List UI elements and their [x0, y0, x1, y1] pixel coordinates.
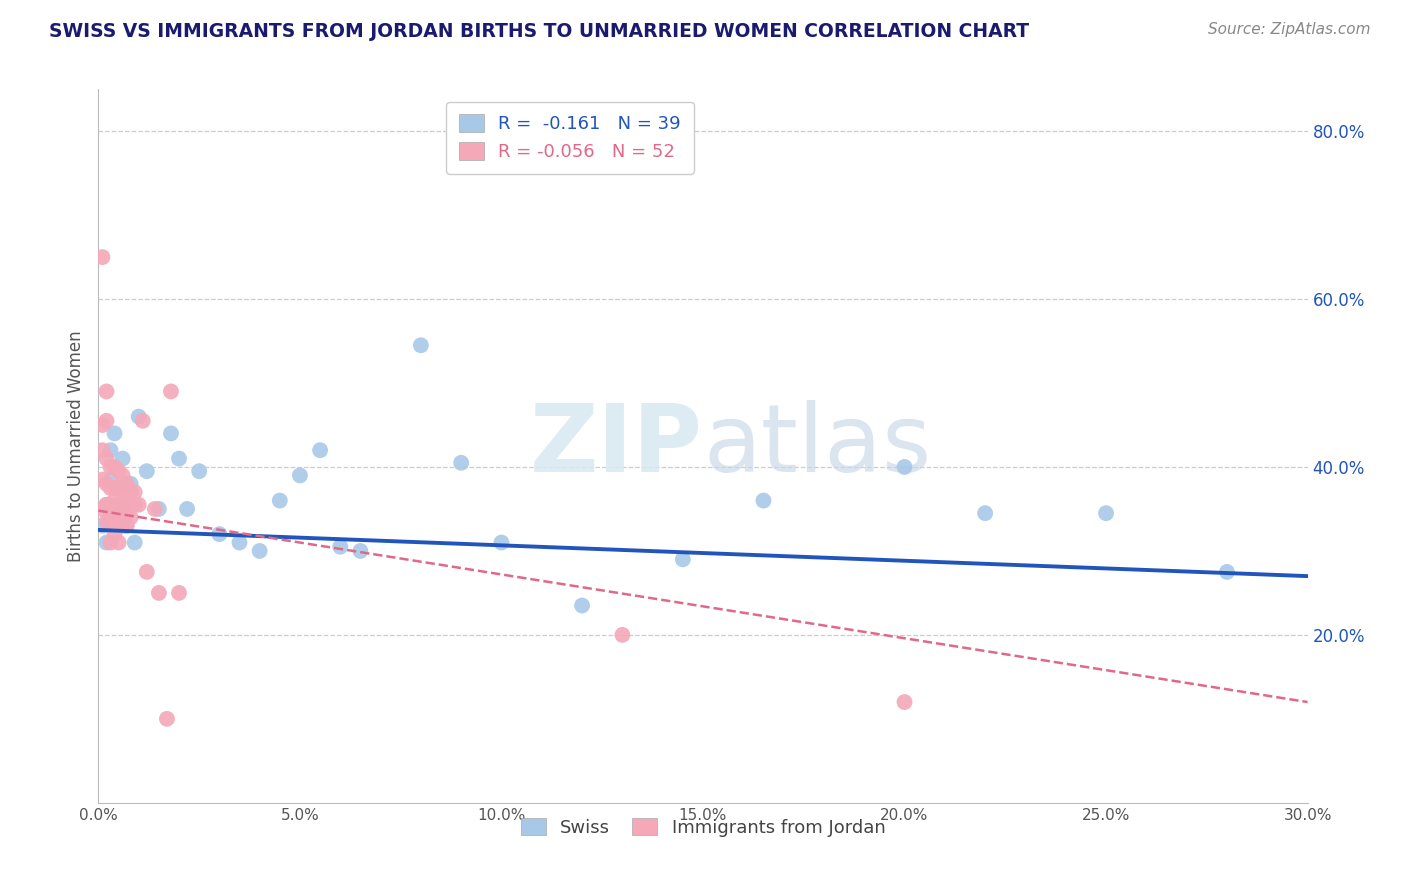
Point [96, 451, 118, 466]
Text: SWISS VS IMMIGRANTS FROM JORDAN BIRTHS TO UNMARRIED WOMEN CORRELATION CHART: SWISS VS IMMIGRANTS FROM JORDAN BIRTHS T… [49, 22, 1029, 41]
Point [103, 506, 125, 520]
Point [288, 468, 311, 483]
Point [91, 473, 114, 487]
Point [409, 338, 432, 352]
Point [111, 498, 134, 512]
Point [176, 502, 198, 516]
Point [128, 498, 150, 512]
Point [96, 515, 118, 529]
Text: ZIP: ZIP [530, 400, 703, 492]
Text: Source: ZipAtlas.com: Source: ZipAtlas.com [1208, 22, 1371, 37]
Point [115, 518, 138, 533]
Point [100, 535, 122, 549]
Point [111, 506, 134, 520]
Point [160, 426, 183, 441]
Point [1095, 506, 1118, 520]
Point [115, 493, 138, 508]
Y-axis label: Births to Unmarried Women: Births to Unmarried Women [66, 330, 84, 562]
Point [143, 502, 166, 516]
Point [103, 460, 125, 475]
Point [107, 481, 129, 495]
Point [91, 502, 114, 516]
Point [120, 485, 142, 500]
Point [103, 426, 125, 441]
Point [107, 515, 129, 529]
Point [309, 443, 332, 458]
Point [111, 451, 134, 466]
Point [893, 460, 915, 475]
Point [672, 552, 695, 566]
Point [111, 502, 134, 516]
Point [103, 481, 125, 495]
Point [124, 535, 146, 549]
Point [269, 493, 291, 508]
Point [107, 464, 129, 478]
Point [491, 535, 513, 549]
Point [1216, 565, 1239, 579]
Point [107, 506, 129, 520]
Point [208, 527, 231, 541]
Point [100, 506, 122, 520]
Point [228, 535, 250, 549]
Point [103, 502, 125, 516]
Point [450, 456, 472, 470]
Point [103, 493, 125, 508]
Point [571, 599, 593, 613]
Point [96, 498, 118, 512]
Point [128, 409, 150, 424]
Point [111, 468, 134, 483]
Point [100, 460, 122, 475]
Point [100, 498, 122, 512]
Point [96, 384, 118, 399]
Point [107, 535, 129, 549]
Point [167, 586, 190, 600]
Point [96, 535, 118, 549]
Point [120, 498, 142, 512]
Point [91, 417, 114, 432]
Point [893, 695, 915, 709]
Point [111, 485, 134, 500]
Point [612, 628, 634, 642]
Point [135, 565, 157, 579]
Point [96, 476, 118, 491]
Point [107, 498, 129, 512]
Point [100, 515, 122, 529]
Point [100, 443, 122, 458]
Point [120, 510, 142, 524]
Point [160, 384, 183, 399]
Point [115, 506, 138, 520]
Point [91, 250, 114, 264]
Point [100, 481, 122, 495]
Point [148, 586, 170, 600]
Point [115, 476, 138, 491]
Point [188, 464, 211, 478]
Point [111, 518, 134, 533]
Point [120, 476, 142, 491]
Point [91, 518, 114, 533]
Point [249, 544, 271, 558]
Point [107, 506, 129, 520]
Point [96, 498, 118, 512]
Point [349, 544, 371, 558]
Point [752, 493, 775, 508]
Point [96, 414, 118, 428]
Point [124, 498, 146, 512]
Point [124, 485, 146, 500]
Point [974, 506, 997, 520]
Point [167, 451, 190, 466]
Text: atlas: atlas [703, 400, 931, 492]
Point [132, 414, 155, 428]
Point [115, 518, 138, 533]
Point [103, 527, 125, 541]
Point [135, 464, 157, 478]
Point [148, 502, 170, 516]
Point [91, 443, 114, 458]
Point [156, 712, 179, 726]
Point [107, 481, 129, 495]
Point [329, 540, 352, 554]
Legend: Swiss, Immigrants from Jordan: Swiss, Immigrants from Jordan [513, 811, 893, 844]
Point [100, 473, 122, 487]
